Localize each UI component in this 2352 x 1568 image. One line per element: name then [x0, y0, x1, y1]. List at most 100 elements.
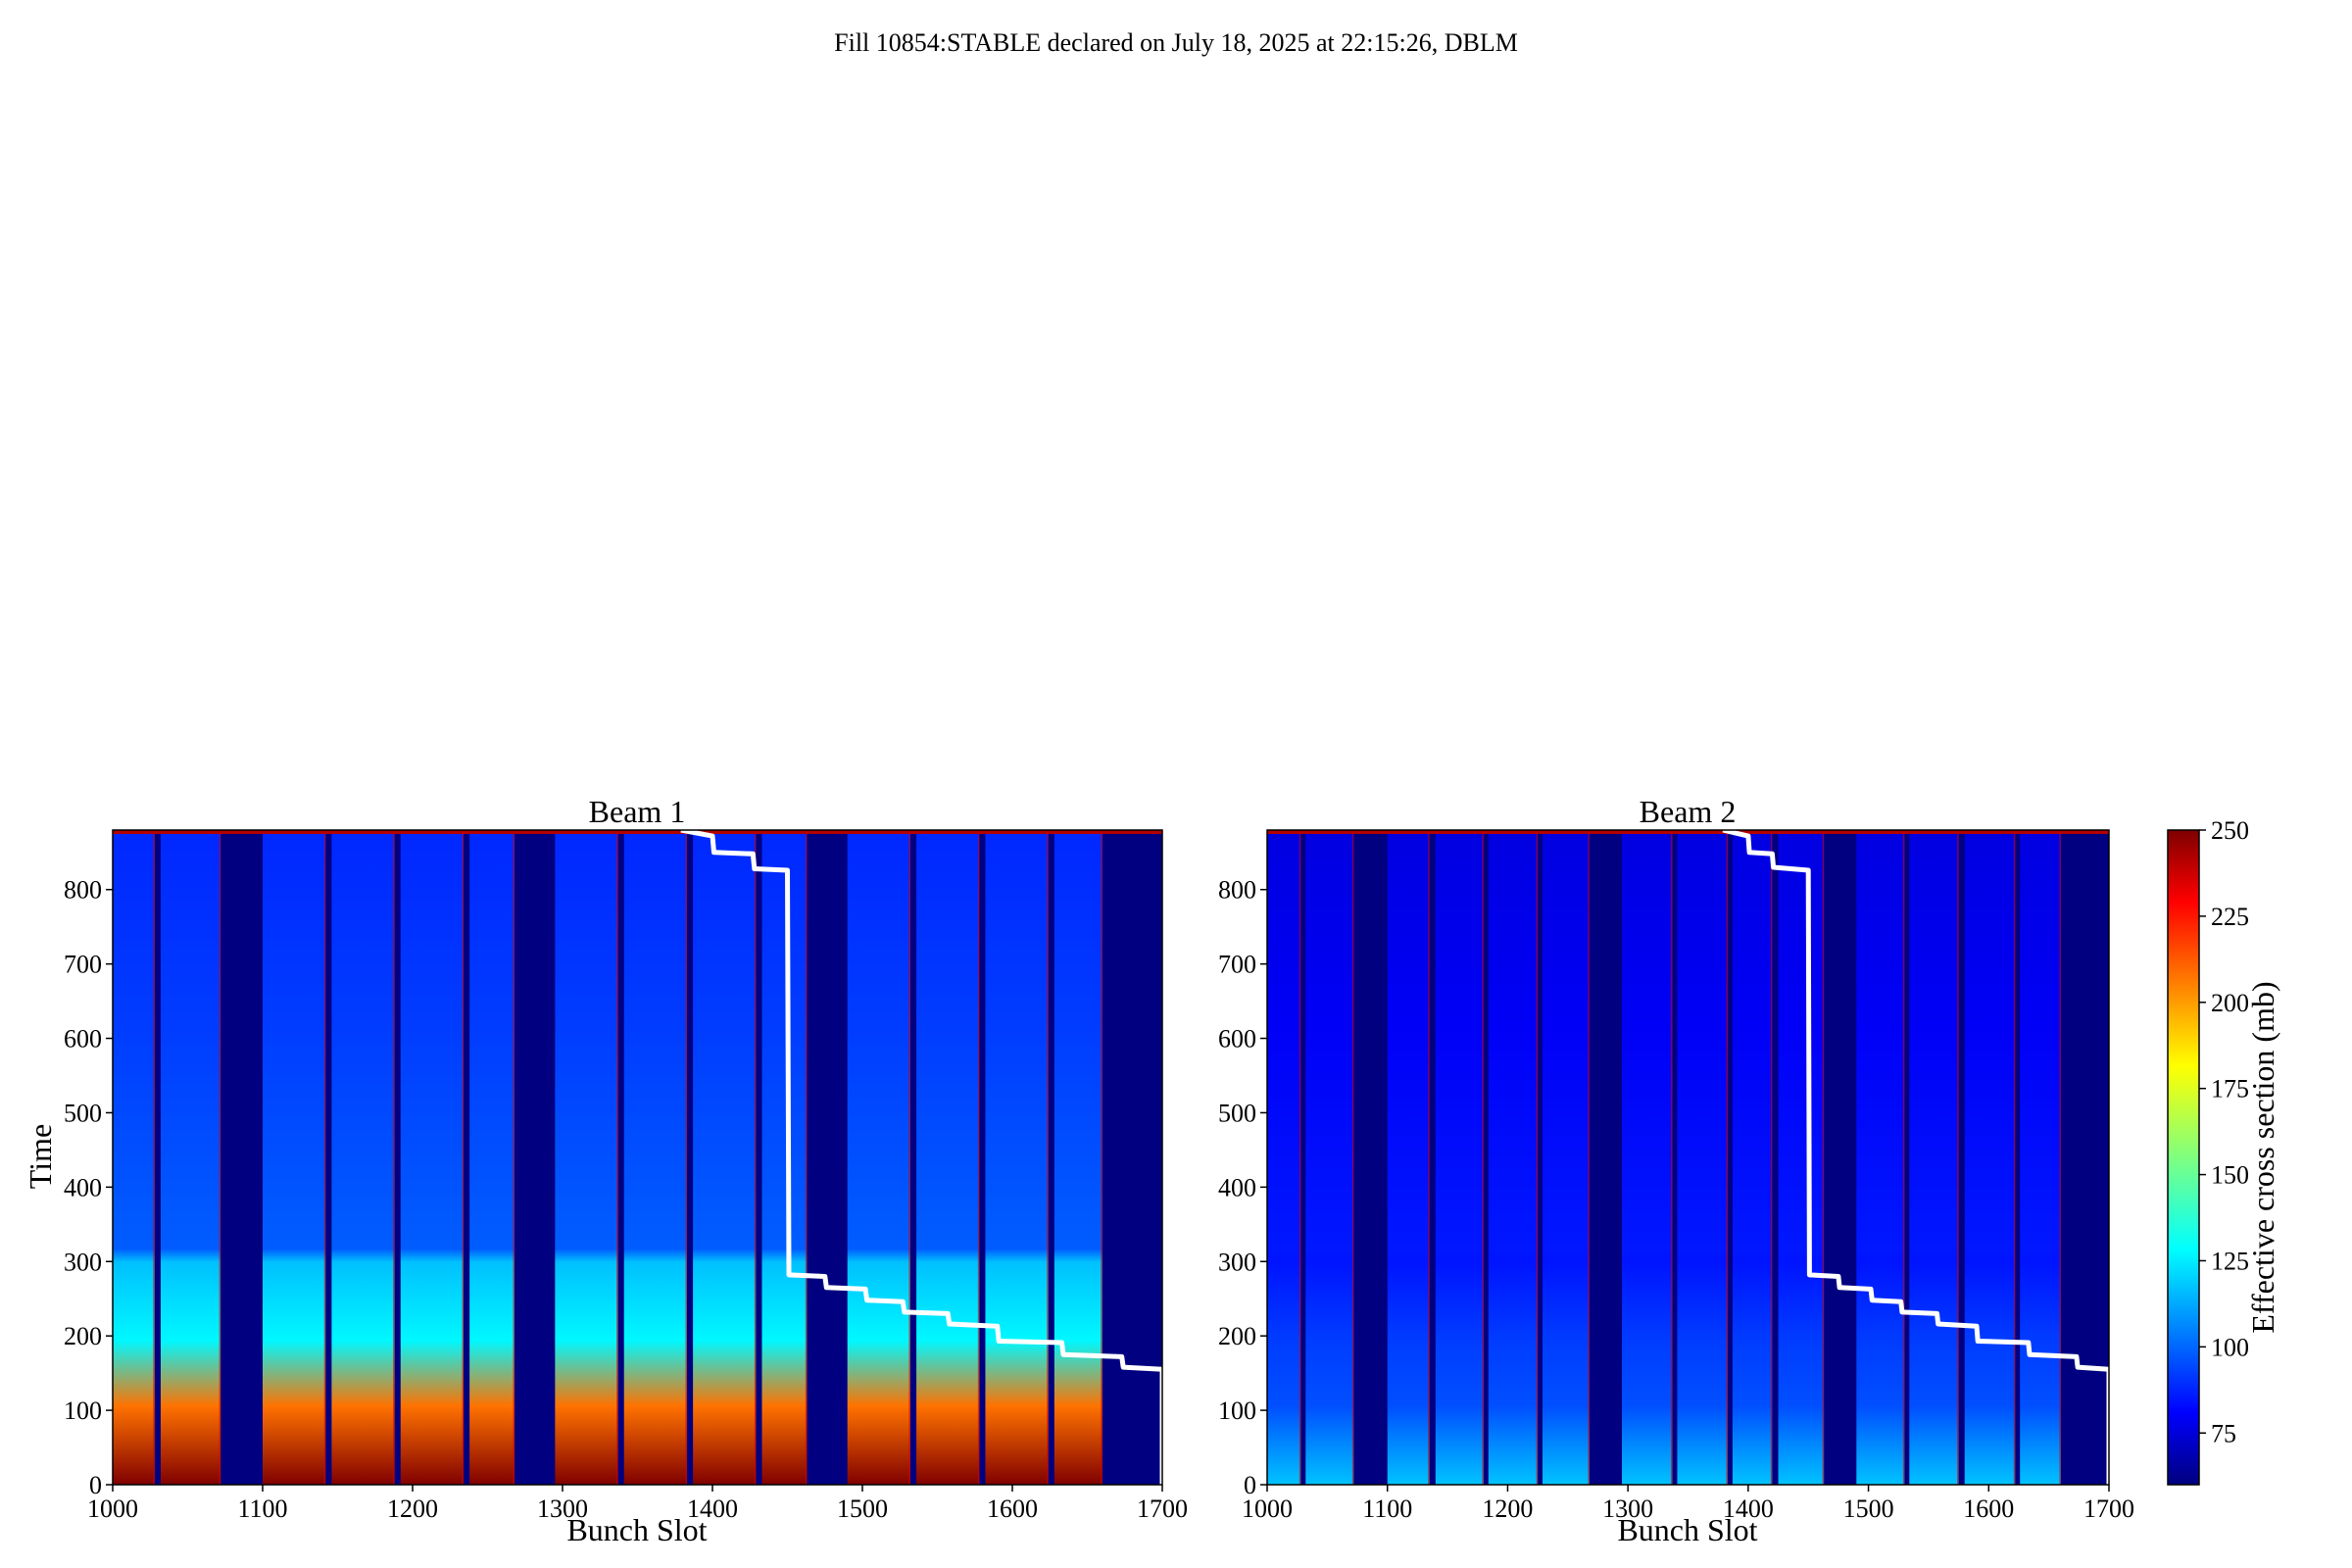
y-tick-label: 700	[1218, 951, 1256, 979]
x-tick-label: 1000	[1242, 1494, 1293, 1523]
bunch-train	[263, 830, 326, 1485]
colorbar-tick-label: 175	[2211, 1075, 2249, 1103]
train-edge	[1536, 830, 1539, 1485]
beam2-axes: 1000 1100 1200 1300 1400 1500 1600 1700 0 100 200 3…	[1218, 829, 2134, 1523]
colorbar: 75 100 125 150 175 200 225 250 Effective cross …	[2167, 816, 2280, 1486]
y-tick-label: 800	[64, 876, 102, 905]
train-edge	[1726, 830, 1728, 1485]
beam1-panel: Beam 1 1000 1100 1200 1300 1400 1500 1600 1700 0…	[23, 794, 1188, 1547]
beam2-panel: Beam 2 1000 1100 1200 1300 1400 1500 1600 1700 0…	[1218, 794, 2134, 1547]
train-edge	[754, 830, 757, 1485]
bunch-train	[985, 830, 1049, 1485]
bunch-train	[693, 830, 757, 1485]
y-tick-label: 100	[64, 1396, 102, 1425]
train-edge	[805, 830, 808, 1485]
x-tick-label: 1600	[987, 1494, 1038, 1523]
bunch-train	[331, 830, 395, 1485]
colorbar-tick-label: 225	[2211, 903, 2249, 931]
bunch-train	[400, 830, 465, 1485]
colorbar-tick-label: 100	[2211, 1333, 2249, 1361]
colorbar-tick-label: 250	[2211, 816, 2249, 845]
y-tick-label: 100	[1218, 1396, 1256, 1425]
bunch-train	[1622, 830, 1673, 1485]
bunch-train	[1267, 830, 1301, 1485]
beam1-title: Beam 1	[589, 794, 686, 829]
figure-suptitle: Fill 10854:STABLE declared on July 18, 2…	[834, 28, 1518, 57]
top-band	[1267, 830, 2109, 834]
y-tick-label: 200	[64, 1322, 102, 1350]
bunch-train	[1856, 830, 1905, 1485]
bunch-train	[1964, 830, 2016, 1485]
bunch-train	[1732, 830, 1773, 1485]
train-edge	[1482, 830, 1484, 1485]
top-band	[113, 830, 1162, 834]
train-edge	[393, 830, 395, 1485]
bunch-train	[1677, 830, 1728, 1485]
y-tick-label: 300	[1218, 1248, 1256, 1276]
bunch-train	[160, 830, 221, 1485]
train-edge	[1428, 830, 1430, 1485]
train-edge	[1902, 830, 1905, 1485]
train-edge	[513, 830, 515, 1485]
y-tick-label: 500	[1218, 1099, 1256, 1127]
step-line	[680, 827, 1165, 1485]
x-tick-label: 1300	[537, 1494, 588, 1523]
train-edge	[1298, 830, 1301, 1485]
y-tick-label: 600	[64, 1025, 102, 1054]
x-tick-label: 1700	[1137, 1494, 1188, 1523]
plot-frame	[1266, 829, 2110, 1486]
train-edge	[1101, 830, 1102, 1485]
colorbar-tick-label: 125	[2211, 1247, 2249, 1275]
colorbar-tick-label: 150	[2211, 1161, 2249, 1190]
beam2-heatmap	[1267, 827, 2112, 1485]
y-tick-label: 800	[1218, 876, 1256, 905]
colorbar-label: Effective cross section (mb)	[2245, 981, 2280, 1333]
train-edge	[219, 830, 221, 1485]
x-tick-label: 1400	[687, 1494, 738, 1523]
bunch-train	[555, 830, 618, 1485]
train-edge	[2013, 830, 2016, 1485]
colorbar-gradient	[2167, 829, 2200, 1486]
train-edge	[1957, 830, 1959, 1485]
bunch-train	[1488, 830, 1539, 1485]
colorbar-tick-label: 200	[2211, 989, 2249, 1017]
train-edge	[462, 830, 465, 1485]
beam2-title: Beam 2	[1640, 794, 1737, 829]
train-edge	[616, 830, 618, 1485]
step-line	[1722, 827, 2112, 1485]
y-tick-label: 600	[1218, 1025, 1256, 1054]
y-tick-label: 0	[89, 1471, 102, 1499]
x-tick-label: 1400	[1723, 1494, 1774, 1523]
beam1-heatmap	[113, 827, 1165, 1485]
x-tick-label: 1000	[87, 1494, 138, 1523]
x-tick-label: 1600	[1963, 1494, 2014, 1523]
y-tick-label: 700	[64, 951, 102, 979]
train-edge	[153, 830, 155, 1485]
train-edge	[1047, 830, 1049, 1485]
bunch-train	[1387, 830, 1430, 1485]
bunch-train	[1435, 830, 1484, 1485]
train-edge	[977, 830, 980, 1485]
y-tick-label: 500	[64, 1099, 102, 1127]
beam2-x-axis-label: Bunch Slot	[1617, 1512, 1757, 1547]
bunch-train	[1909, 830, 1959, 1485]
x-tick-label: 1100	[237, 1494, 287, 1523]
train-edge	[1770, 830, 1773, 1485]
train-edge	[1588, 830, 1590, 1485]
y-tick-label: 200	[1218, 1322, 1256, 1350]
bunch-train	[916, 830, 980, 1485]
bunch-train	[1305, 830, 1354, 1485]
bunch-train	[1543, 830, 1590, 1485]
x-tick-label: 1300	[1602, 1494, 1653, 1523]
colorbar-tick-label: 75	[2211, 1419, 2236, 1447]
train-edge	[908, 830, 910, 1485]
y-tick-label: 400	[64, 1173, 102, 1201]
bunch-train	[623, 830, 687, 1485]
colorbar-ticks: 75 100 125 150 175 200 225 250	[2199, 816, 2249, 1447]
y-tick-label: 0	[1244, 1471, 1256, 1499]
x-tick-label: 1500	[837, 1494, 888, 1523]
bunch-train	[761, 830, 808, 1485]
bunch-train	[2020, 830, 2061, 1485]
beam1-axes: 1000 1100 1200 1300 1400 1500 1600 1700 0 100 200 3…	[64, 829, 1188, 1523]
